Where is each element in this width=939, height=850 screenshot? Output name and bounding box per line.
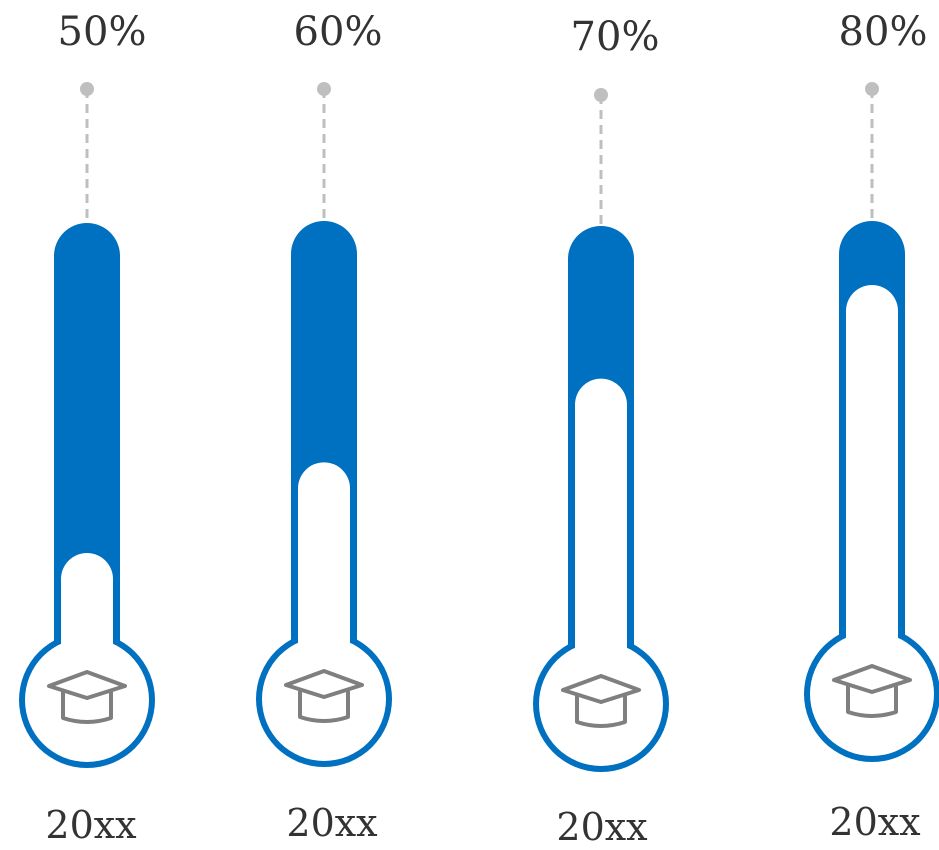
thermometer-1 [19, 82, 155, 768]
graduation-cap-icon [832, 664, 912, 718]
graduation-cap-icon [561, 674, 641, 728]
graduation-cap-top [284, 669, 364, 699]
gauge-1-percent-label: 50% [57, 9, 147, 55]
graduation-cap-top [832, 664, 912, 694]
gauge-3-empty-channel [575, 378, 627, 684]
gauge-2-year-label: 20xx [286, 801, 378, 845]
gauge-4-year-label: 20xx [829, 800, 921, 844]
gauge-1-year-label: 20xx [45, 803, 137, 847]
graduation-cap-base [61, 692, 113, 724]
gauge-2-connector-dot [317, 82, 331, 96]
gauge-1-empty-channel [61, 553, 113, 680]
graduation-cap-icon [47, 670, 127, 724]
thermometer-4 [804, 82, 939, 762]
graduation-cap-base [298, 691, 350, 723]
gauge-1-tube [54, 223, 120, 648]
gauge-4-percent-label: 80% [838, 9, 928, 55]
graduation-cap-top [47, 670, 127, 700]
graduation-cap-base [575, 696, 627, 728]
gauge-3-connector-dot [594, 88, 608, 102]
graduation-cap-base [846, 686, 898, 718]
gauge-4-connector-dot [865, 82, 879, 96]
gauge-1-connector-dot [80, 82, 94, 96]
gauge-2-percent-label: 60% [293, 9, 383, 55]
gauge-2-empty-channel [298, 462, 350, 679]
thermometer-3 [533, 88, 669, 772]
thermometer-2 [256, 82, 392, 767]
gauge-1-bulb-inner [25, 638, 149, 762]
gauge-3-percent-label: 70% [570, 14, 660, 60]
gauge-3-year-label: 20xx [556, 805, 648, 849]
gauge-4-empty-channel [846, 285, 898, 674]
graduation-cap-icon [284, 669, 364, 723]
graduation-cap-top [561, 674, 641, 704]
gauge-2-bulb-inner [262, 637, 386, 761]
